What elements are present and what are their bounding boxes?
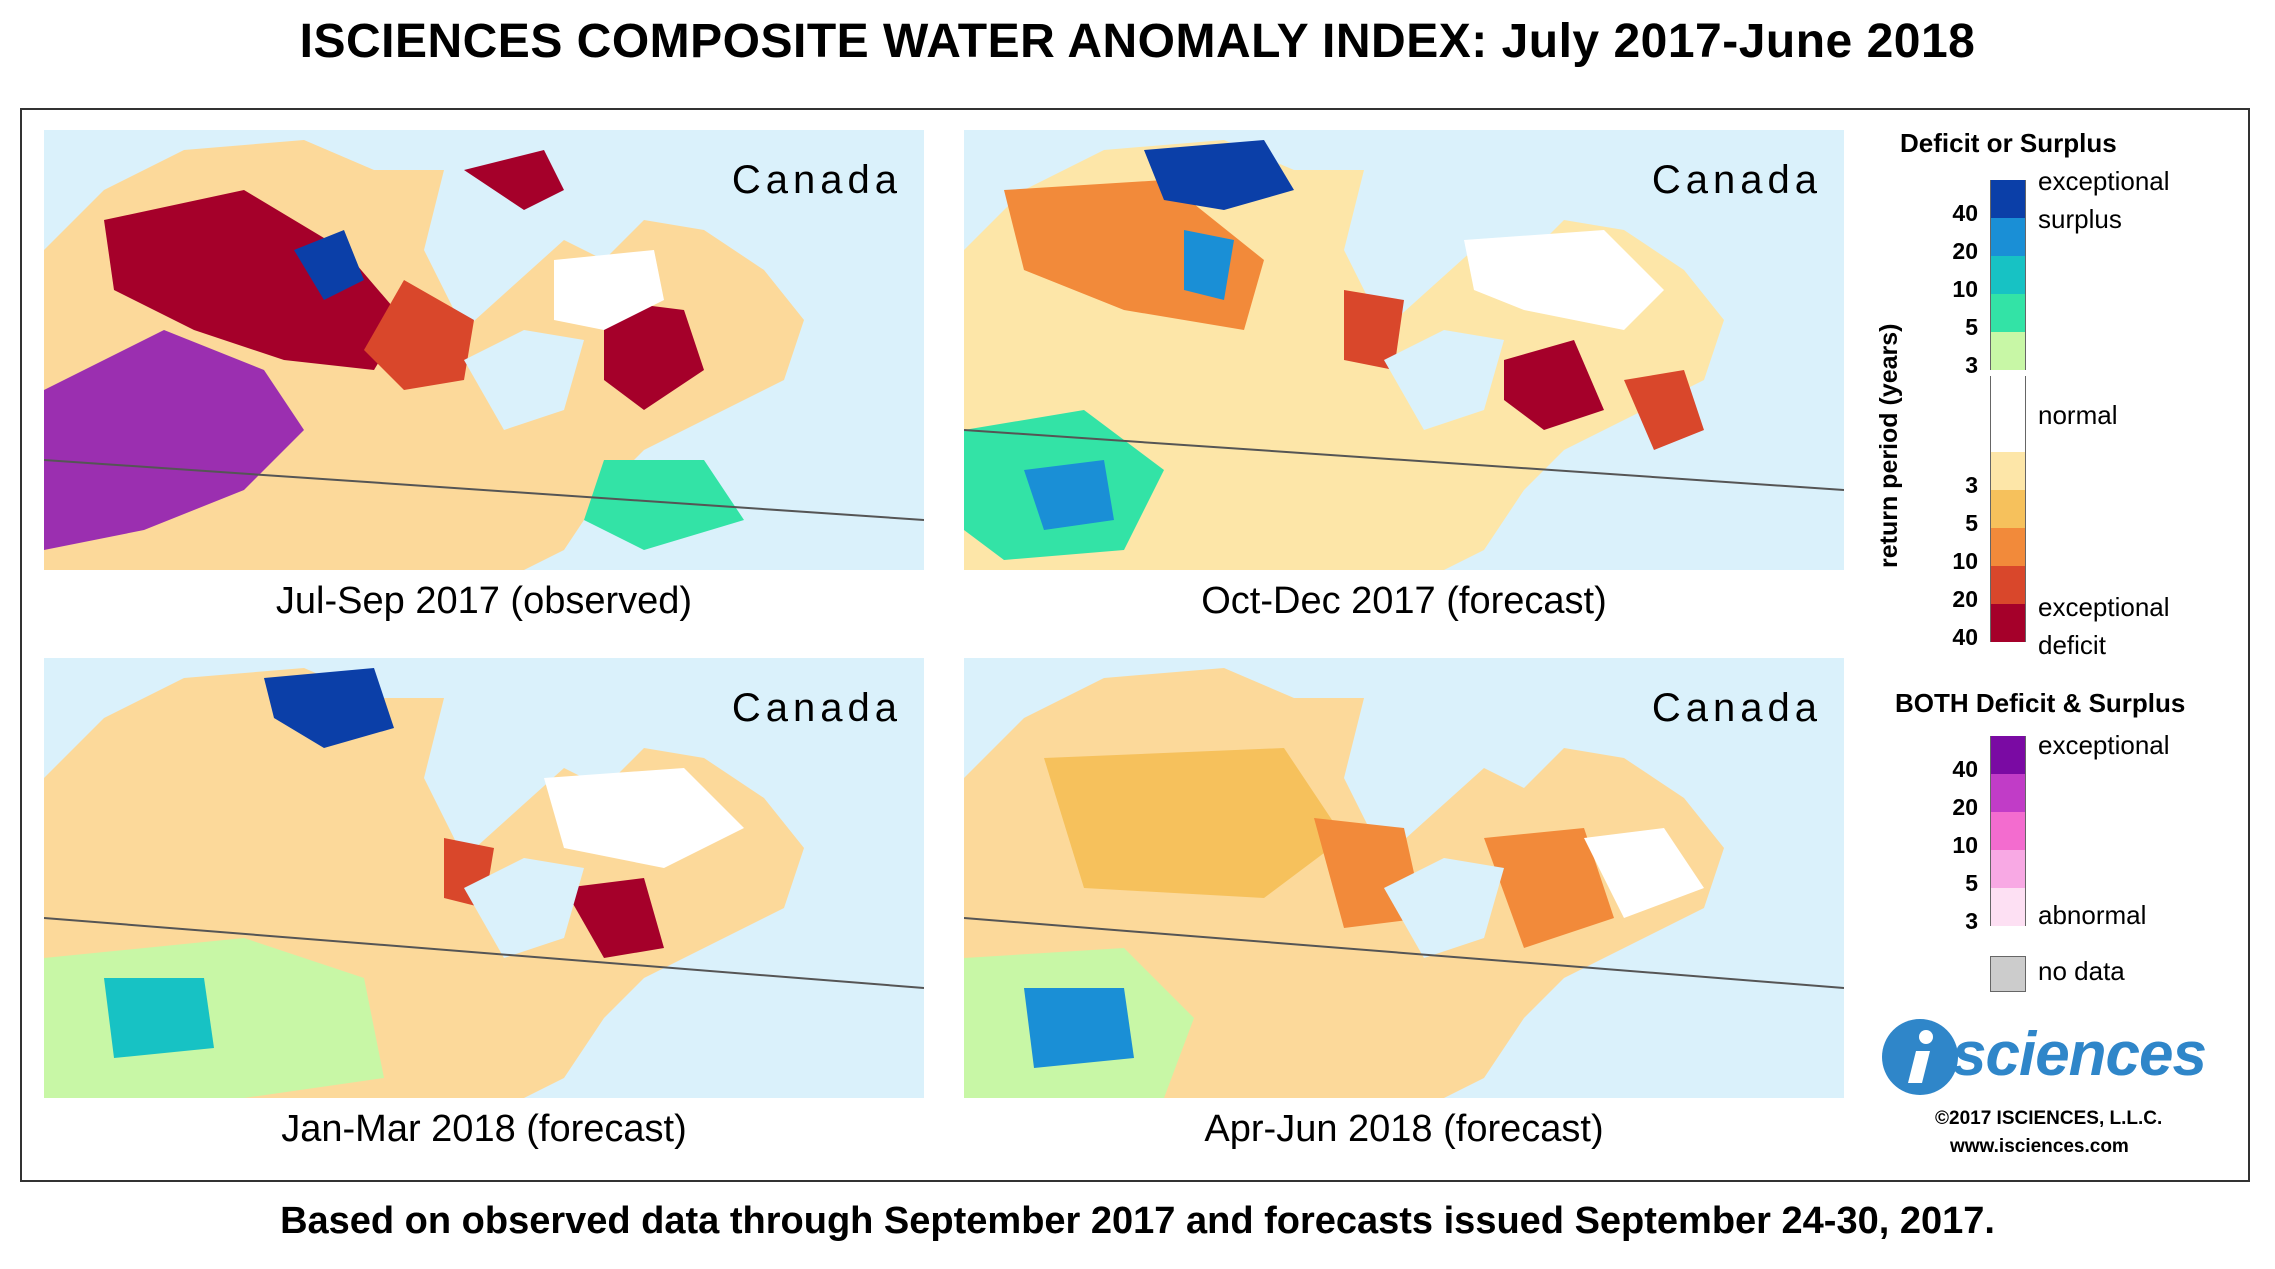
both-tick-2: 10 [1952, 832, 1978, 858]
both-swatch-2 [1990, 812, 2026, 850]
deficit-tick-1: 5 [1965, 510, 1978, 536]
deficit-tick-3: 20 [1952, 586, 1978, 612]
map-frame: Canada Jul-Sep 2017 (observed) Canada Oc… [20, 108, 2250, 1182]
deficit-swatch-4 [1990, 604, 2026, 642]
logo-wordmark: sciences [1952, 1020, 2207, 1089]
surplus-swatch-1 [1990, 218, 2026, 256]
legend-exceptional-surplus-1: exceptional [2038, 166, 2170, 196]
region-label: Canada [1651, 686, 1822, 730]
legend-exceptional-deficit-1: exceptional [2038, 592, 2170, 622]
map-title: ISCIENCES COMPOSITE WATER ANOMALY INDEX:… [299, 15, 1976, 68]
deficit-swatch-3 [1990, 566, 2026, 604]
deficit-tick-2: 10 [1952, 548, 1978, 574]
both-swatch-4 [1990, 888, 2026, 926]
region-label: Canada [731, 686, 902, 730]
legend-exceptional-deficit-2: deficit [2038, 630, 2106, 660]
both-tick-4: 3 [1965, 908, 1978, 934]
legend-exceptional-surplus-2: surplus [2038, 204, 2122, 234]
canada-map-apr-jun [964, 658, 1844, 1098]
both-swatch-1 [1990, 774, 2026, 812]
legend-both-exceptional: exceptional [2038, 730, 2170, 760]
legend-no-data: no data [2038, 956, 2125, 986]
deficit-swatch-2 [1990, 528, 2026, 566]
normal-swatch [1990, 376, 2026, 452]
panel-caption: Apr-Jun 2018 (forecast) [1204, 1108, 1604, 1150]
surplus-swatch-0 [1990, 180, 2026, 218]
both-tick-0: 40 [1952, 756, 1978, 782]
deficit-swatch-1 [1990, 490, 2026, 528]
surplus-swatch-3 [1990, 294, 2026, 332]
map-panel-jul-sep: Canada [44, 130, 924, 570]
map-panel-jan-mar: Canada [44, 658, 924, 1098]
canada-map-oct-dec [964, 130, 1844, 570]
surplus-tick-1: 20 [1952, 238, 1978, 264]
both-tick-3: 5 [1965, 870, 1978, 896]
surplus-tick-2: 10 [1952, 276, 1978, 302]
surplus-tick-3: 5 [1965, 314, 1978, 340]
map-panel-oct-dec: Canada [964, 130, 1844, 570]
legend-title-deficit-surplus: Deficit or Surplus [1900, 128, 2117, 158]
isciences-logo: sciences [1880, 1013, 2240, 1103]
both-tick-1: 20 [1952, 794, 1978, 820]
legend-both-abnormal: abnormal [2038, 900, 2147, 930]
legend-title-both: BOTH Deficit & Surplus [1895, 688, 2186, 718]
map-legend: Deficit or Surplus return period (years)… [1845, 108, 2250, 1182]
website-url: www.isciences.com [1950, 1136, 2129, 1157]
legend-normal: normal [2038, 400, 2118, 430]
surplus-swatch-4 [1990, 332, 2026, 370]
deficit-tick-0: 3 [1965, 472, 1978, 498]
map-panel-apr-jun: Canada [964, 658, 1844, 1098]
canada-map-jan-mar [44, 658, 924, 1098]
panel-caption: Jul-Sep 2017 (observed) [275, 580, 693, 622]
copyright-text: ©2017 ISCIENCES, L.L.C. [1935, 1108, 2163, 1129]
footer-note: Based on observed data through September… [280, 1200, 1995, 1242]
region-label: Canada [731, 158, 902, 202]
canada-map-jul-sep [44, 130, 924, 570]
no-data-swatch [1990, 956, 2026, 992]
both-swatch-3 [1990, 850, 2026, 888]
surplus-swatch-2 [1990, 256, 2026, 294]
legend-axis-label: return period (years) [1875, 323, 1903, 568]
panel-caption: Jan-Mar 2018 (forecast) [281, 1108, 687, 1150]
logo-i-icon [1882, 1019, 1958, 1095]
both-swatch-0 [1990, 736, 2026, 774]
deficit-swatch-0 [1990, 452, 2026, 490]
panel-caption: Oct-Dec 2017 (forecast) [1201, 580, 1607, 622]
surplus-tick-4: 3 [1965, 352, 1978, 378]
region-label: Canada [1651, 158, 1822, 202]
surplus-tick-0: 40 [1952, 200, 1978, 226]
deficit-tick-4: 40 [1952, 624, 1978, 650]
